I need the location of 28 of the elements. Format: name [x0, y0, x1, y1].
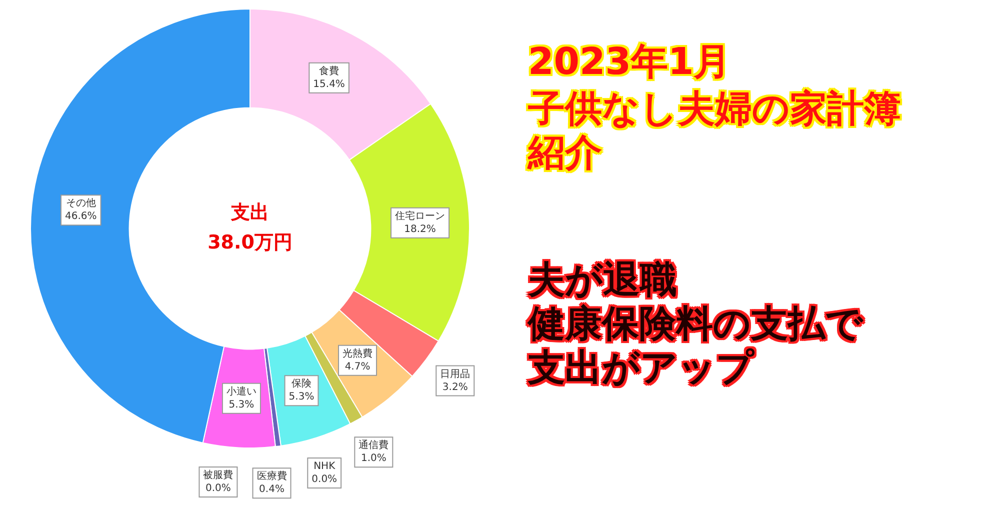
slice-label: 小遣い — [226, 385, 256, 398]
data-label: 3.2% — [442, 382, 468, 393]
text: 健康保険料の支払で支出がアップ — [528, 302, 864, 390]
data-label: 4.7% — [344, 361, 370, 372]
text: 0.0% — [312, 474, 338, 486]
data-label: 5.3% — [228, 399, 254, 410]
slice-label: 医療費 — [256, 470, 287, 482]
data-label: 1.0% — [360, 453, 386, 464]
text: 支出 — [230, 201, 269, 224]
data-label: 46.6% — [64, 211, 97, 222]
category-label: 被服費 — [203, 470, 234, 482]
category-label: NHK — [314, 461, 336, 472]
text: 0.0% — [206, 483, 231, 494]
slice-label: 保険 — [292, 378, 312, 390]
data-label: 18.2% — [404, 224, 436, 235]
slice-label: 光熱費 — [342, 347, 373, 360]
slice-label: 通信費 — [358, 439, 389, 452]
text: 38.0万円 — [208, 231, 292, 254]
text: 2023年1月 — [528, 40, 732, 84]
slice-label: 住宅ローン — [395, 210, 446, 222]
slice-label: 日用品 — [440, 368, 470, 380]
slice-label: 食費 — [319, 64, 340, 77]
data-label: 0.4% — [259, 484, 284, 496]
data-label: 5.3% — [288, 392, 314, 403]
text: 夫が退職 — [528, 258, 678, 302]
text: 子供なし夫婦の家計簿紹介 — [528, 87, 902, 174]
data-label: 15.4% — [313, 78, 345, 90]
slice-label: その他 — [66, 197, 96, 210]
